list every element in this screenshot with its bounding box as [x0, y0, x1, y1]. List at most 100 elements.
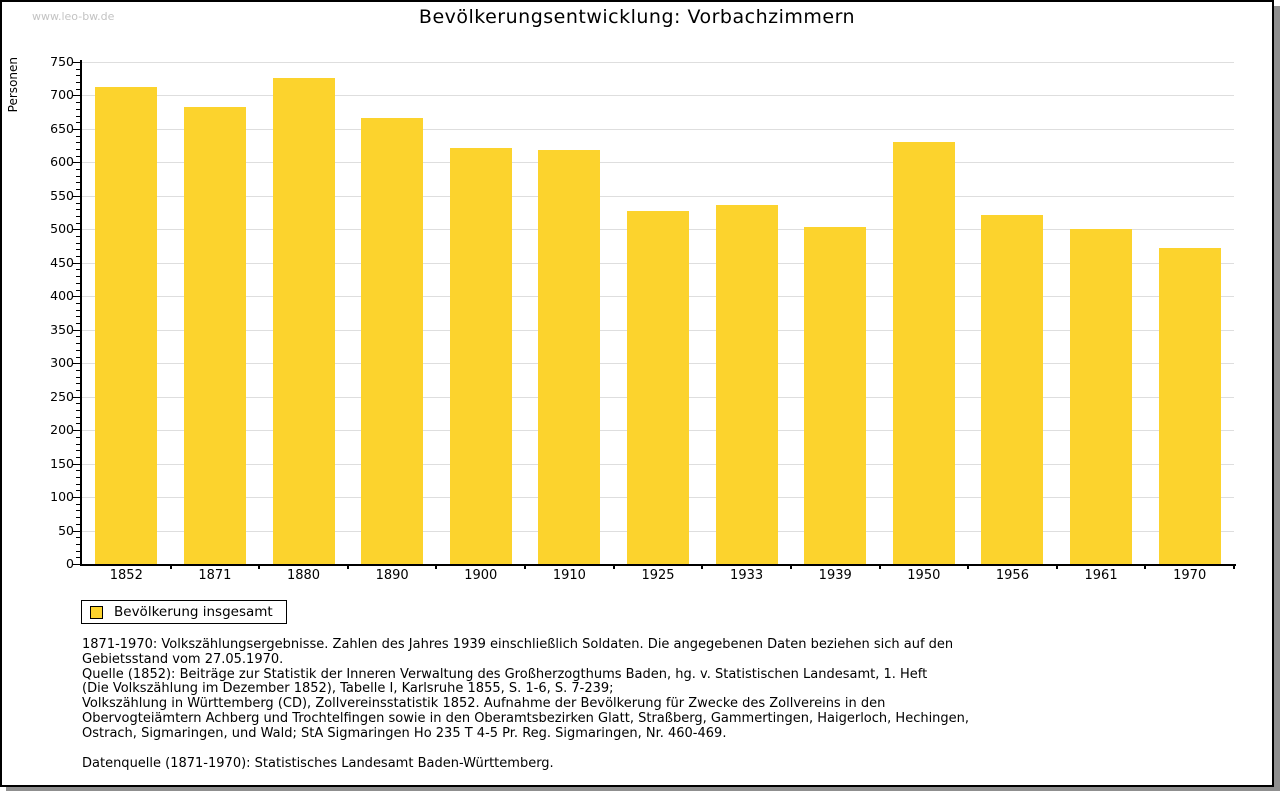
bar [538, 150, 601, 564]
y-major-tick [73, 363, 80, 365]
footnotes: 1871-1970: Volkszählungsergebnisse. Zahl… [82, 637, 1232, 771]
y-minor-tick [76, 436, 80, 438]
x-boundary-tick [878, 564, 881, 569]
y-minor-tick [76, 416, 80, 418]
y-minor-tick [76, 75, 80, 77]
y-minor-tick [76, 242, 80, 244]
y-minor-tick [76, 82, 80, 84]
x-tick-label: 1933 [730, 568, 764, 583]
y-minor-tick [76, 389, 80, 391]
y-tick-label: 150 [50, 455, 74, 471]
y-tick-label: 100 [50, 489, 74, 505]
x-boundary-tick [1233, 564, 1235, 569]
y-minor-tick [76, 523, 80, 525]
page-title: Bevölkerungsentwicklung: Vorbachzimmern [418, 6, 856, 28]
x-tick-label: 1852 [109, 568, 143, 583]
y-major-tick [73, 195, 80, 197]
y-tick-label: 750 [50, 54, 74, 69]
x-boundary-tick [346, 564, 349, 569]
bar [627, 211, 689, 564]
y-axis-line [80, 60, 82, 566]
y-minor-tick [76, 175, 80, 177]
bar [361, 117, 424, 564]
y-major-tick [73, 564, 80, 565]
y-minor-tick [76, 557, 80, 559]
y-major-tick [73, 530, 80, 532]
y-minor-tick [76, 550, 80, 552]
y-major-tick [73, 62, 80, 63]
y-major-tick [73, 396, 80, 398]
x-boundary-tick [612, 564, 615, 569]
y-tick-label: 650 [50, 120, 74, 136]
y-minor-tick [76, 276, 80, 278]
y-minor-tick [76, 256, 80, 258]
y-major-tick [73, 497, 80, 499]
y-minor-tick [76, 209, 80, 211]
x-boundary-tick [967, 564, 970, 569]
datasource-line: Datenquelle (1871-1970): Statistisches L… [82, 755, 554, 771]
gridline [82, 62, 1234, 63]
y-tick-label: 200 [50, 422, 74, 438]
legend-swatch-icon [90, 605, 103, 619]
gridline [82, 162, 1234, 164]
bar [1158, 248, 1221, 564]
y-tick-label: 700 [50, 87, 74, 103]
footnote-line: Ostrach, Sigmaringen, und Wald; StA Sigm… [82, 725, 727, 741]
y-minor-tick [76, 115, 80, 117]
y-major-tick [73, 296, 80, 298]
x-tick-label: 1939 [818, 568, 852, 583]
y-minor-tick [76, 236, 80, 238]
y-tick-label: 600 [50, 154, 74, 170]
x-tick-label: 1910 [552, 568, 586, 583]
footnote-line: 1871-1970: Volkszählungsergebnisse. Zahl… [82, 637, 954, 652]
gridline [82, 128, 1234, 130]
y-minor-tick [76, 108, 80, 110]
y-minor-tick [76, 450, 80, 452]
x-tick-label: 1900 [464, 568, 498, 583]
bar [449, 147, 512, 564]
y-minor-tick [76, 336, 80, 338]
y-minor-tick [76, 383, 80, 385]
x-tick-label: 1950 [907, 568, 941, 583]
y-minor-tick [76, 249, 80, 251]
y-tick-label: 300 [50, 355, 74, 371]
y-major-tick [73, 95, 80, 97]
x-tick-label: 1880 [286, 568, 321, 583]
bar [804, 226, 867, 564]
x-boundary-tick [789, 564, 792, 569]
y-minor-tick [76, 149, 80, 150]
bar [1070, 228, 1133, 564]
x-tick-label: 1970 [1173, 568, 1207, 583]
y-minor-tick [76, 423, 80, 425]
y-tick-label: 400 [50, 288, 74, 304]
x-boundary-tick [258, 564, 261, 569]
x-tick-label: 1956 [995, 568, 1029, 583]
y-minor-tick [76, 517, 80, 519]
footnote-line: Gebietsstand vom 27.05.1970. [82, 651, 284, 667]
y-minor-tick [76, 410, 80, 412]
x-boundary-tick [435, 564, 438, 569]
x-boundary-tick [524, 564, 527, 569]
y-minor-tick [76, 102, 80, 104]
y-minor-tick [76, 202, 80, 204]
y-tick-label: 50 [58, 522, 74, 538]
bar [981, 214, 1044, 564]
y-tick-label: 350 [50, 321, 74, 337]
legend: Bevölkerung insgesamt [81, 600, 287, 624]
y-minor-tick [76, 169, 80, 171]
bar [95, 86, 158, 564]
x-boundary-tick [169, 564, 172, 569]
y-minor-tick [76, 155, 80, 157]
y-tick-label: 0 [66, 556, 74, 571]
y-minor-tick [76, 215, 80, 217]
y-major-tick [73, 262, 80, 264]
plot-area [73, 60, 1236, 569]
y-minor-tick [76, 510, 80, 512]
y-minor-tick [76, 189, 80, 191]
gridline [82, 95, 1234, 97]
y-minor-tick [76, 122, 80, 124]
y-major-tick [73, 430, 80, 432]
y-minor-tick [76, 349, 80, 351]
x-tick-label: 1961 [1084, 568, 1118, 583]
y-minor-tick [76, 142, 80, 144]
